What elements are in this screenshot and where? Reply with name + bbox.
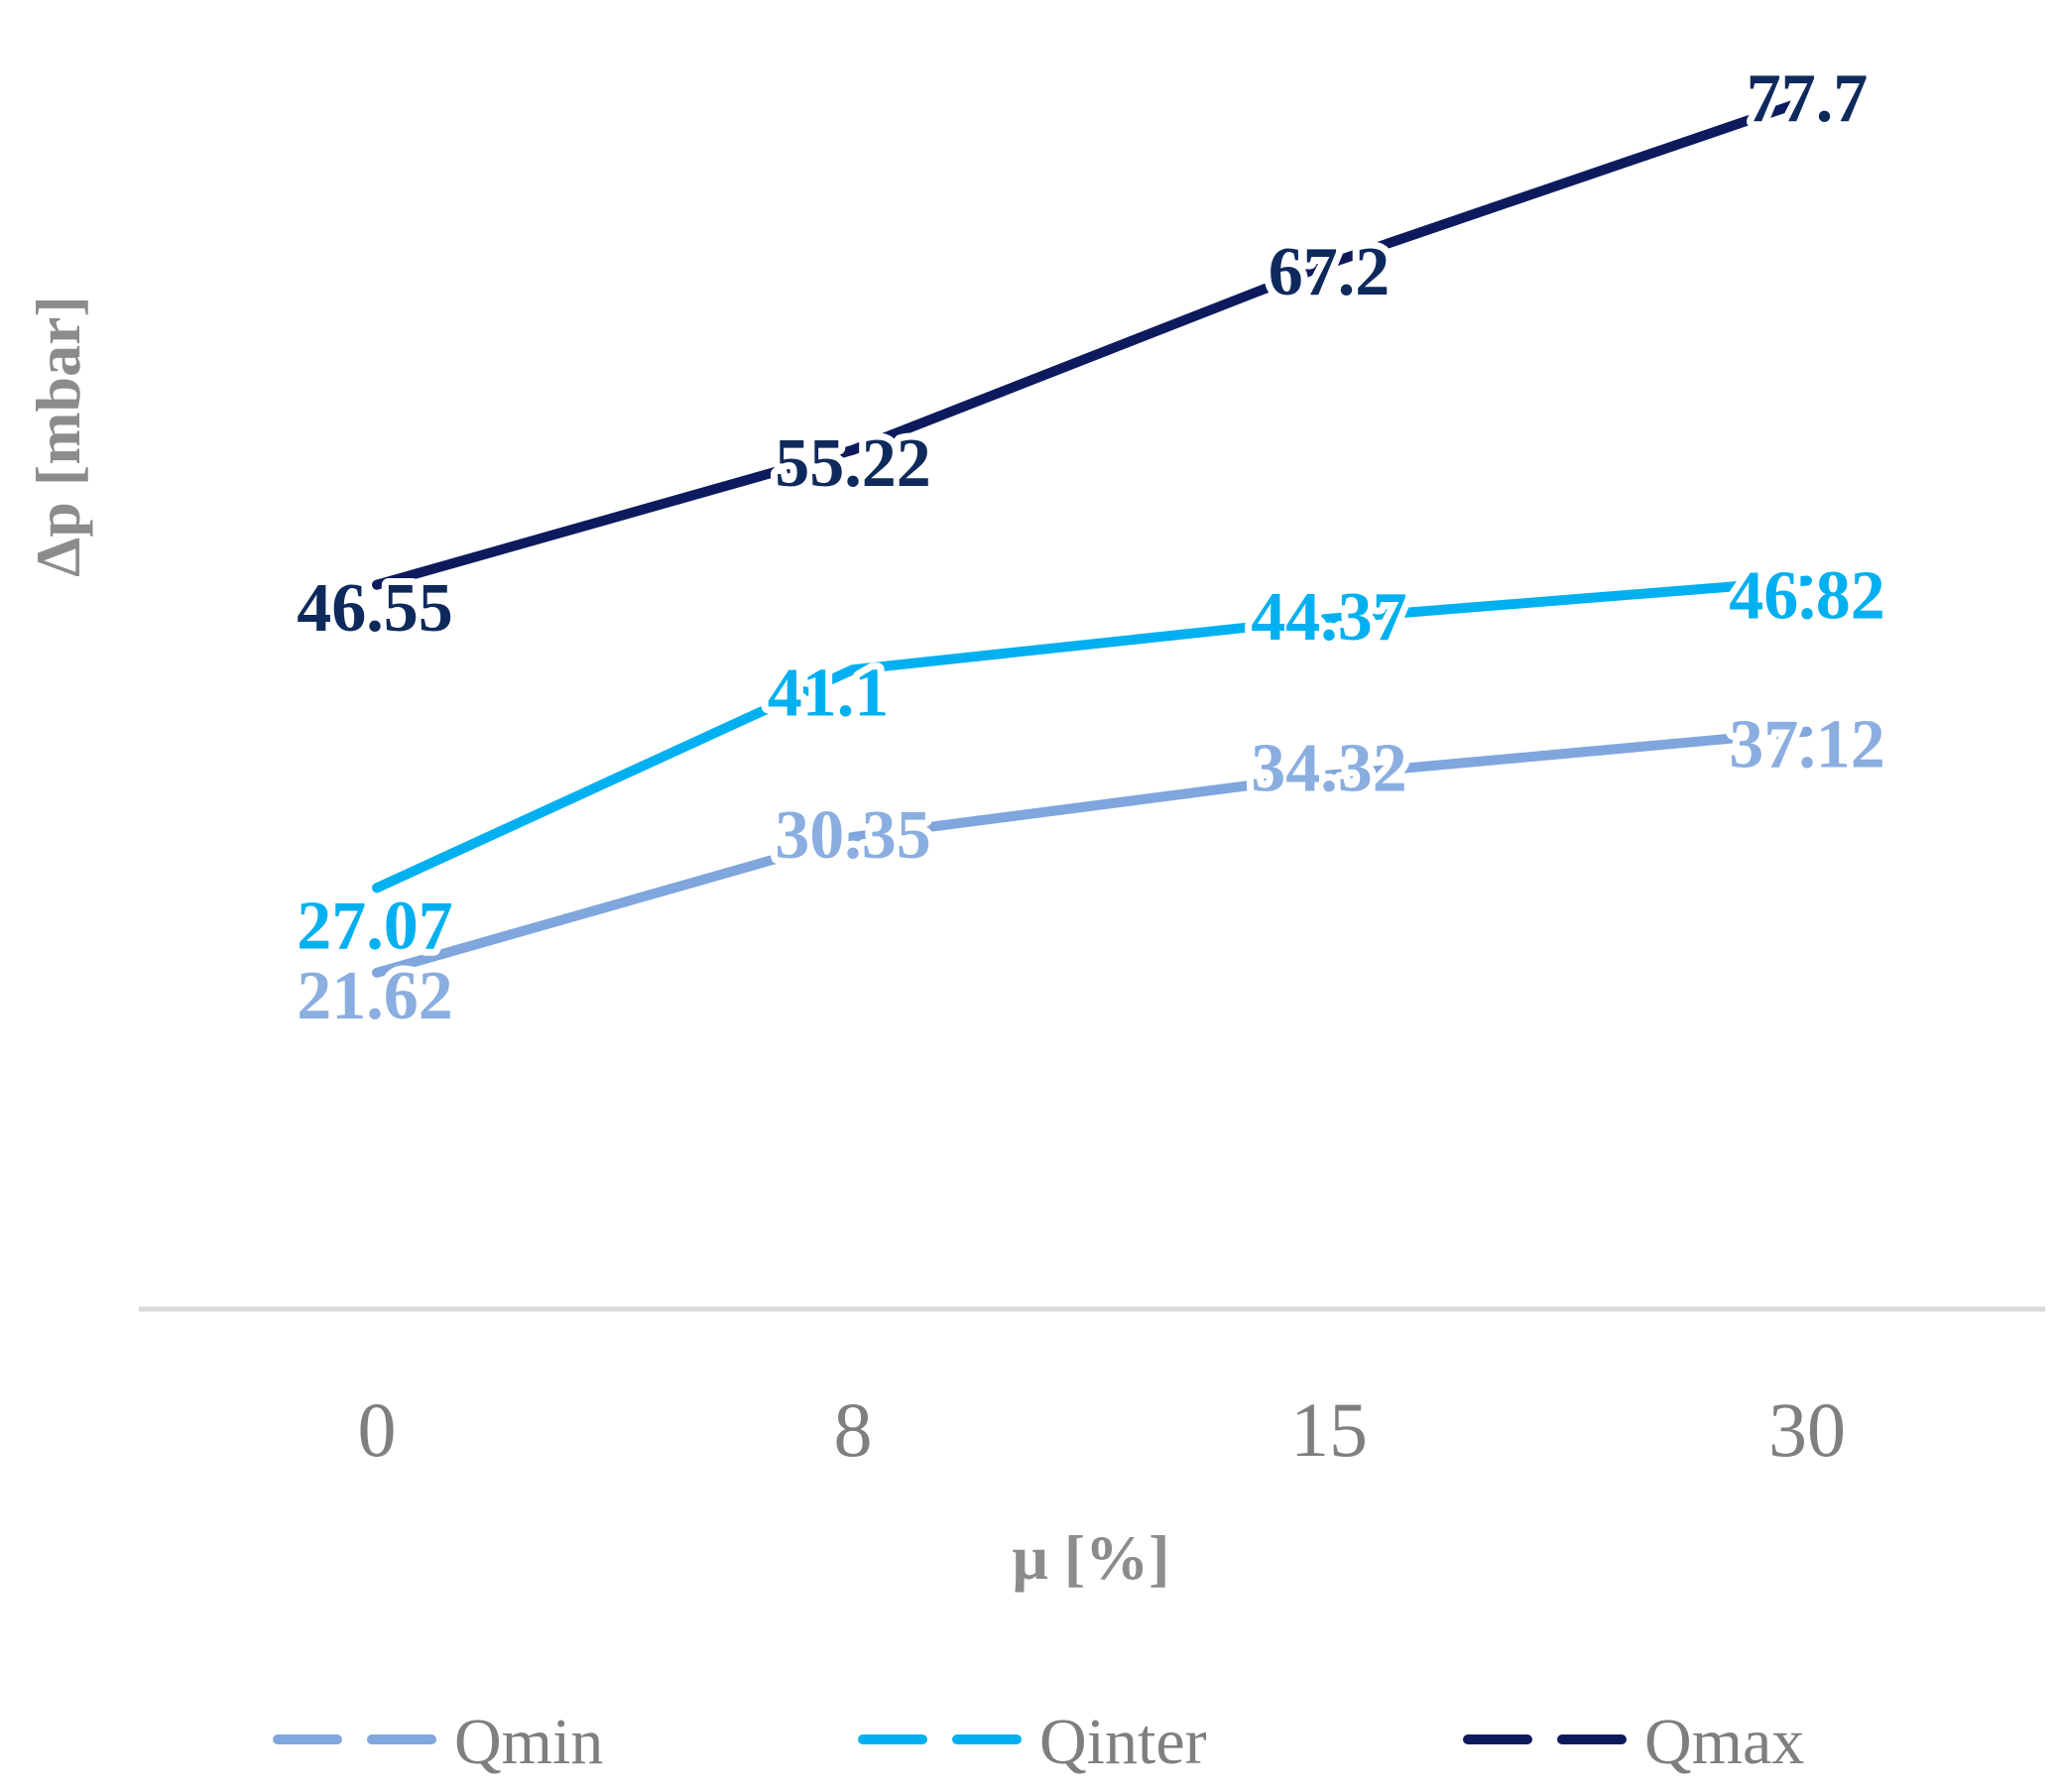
x-tick-label: 15 (1290, 1386, 1368, 1473)
data-label-halo: 21.62 (297, 958, 453, 1034)
data-label-halo: 77.7 (1747, 60, 1869, 137)
data-label-qinter: 44.37 (1251, 579, 1407, 656)
x-tick-label: 30 (1768, 1386, 1846, 1473)
legend-label: Qinter (1039, 1706, 1207, 1778)
data-label-qinter: 27.07 (297, 888, 453, 964)
data-label-qmin: 30.35 (775, 797, 931, 874)
data-label-qmin: 34.32 (1251, 731, 1407, 807)
x-tick-label: 8 (834, 1386, 873, 1473)
x-tick-label: 0 (358, 1386, 397, 1473)
data-label-qmax: 55.22 (775, 425, 931, 502)
series-line-qmax (372, 95, 1812, 590)
data-label-qmax: 77.7 (1747, 60, 1869, 137)
x-axis: 0 8 15 30 (139, 1306, 2045, 1473)
legend-label: Qmax (1644, 1706, 1804, 1778)
legend: Qmin Qinter Qmax (273, 1706, 1804, 1778)
data-label-qinter: 46.82 (1729, 558, 1885, 635)
legend-item-qmax: Qmax (1463, 1706, 1804, 1778)
data-label-qmin: 37.12 (1729, 707, 1885, 783)
y-axis-title: Δp [mbar] (23, 296, 93, 577)
data-label-halo: 34.32 (1251, 731, 1407, 807)
data-label-halo: 46.82 (1729, 558, 1885, 635)
legend-label: Qmin (454, 1706, 603, 1778)
data-label-halo: 67.2 (1269, 234, 1391, 310)
data-label-halo: 46.55 (297, 570, 453, 647)
data-label-halo: 55.22 (775, 425, 931, 502)
data-label-halo: 37.12 (1729, 707, 1885, 783)
x-axis-title: μ [%] (1013, 1522, 1170, 1593)
legend-item-qinter: Qinter (858, 1706, 1207, 1778)
data-label-halo: 44.37 (1251, 579, 1407, 656)
data-label-qmax: 67.2 (1269, 234, 1391, 310)
data-label-halo: 30.35 (775, 797, 931, 874)
series-lines (372, 95, 1812, 978)
data-label-halo: 27.07 (297, 888, 453, 964)
data-label-qmax: 46.55 (297, 570, 453, 647)
series-line-qmin (372, 726, 1812, 978)
data-label-qmin: 21.62 (297, 958, 453, 1034)
series-line-qinter (372, 575, 1812, 894)
data-label-qinter: 41.1 (768, 655, 890, 731)
legend-item-qmin: Qmin (273, 1706, 603, 1778)
data-label-halo: 41.1 (768, 655, 890, 731)
